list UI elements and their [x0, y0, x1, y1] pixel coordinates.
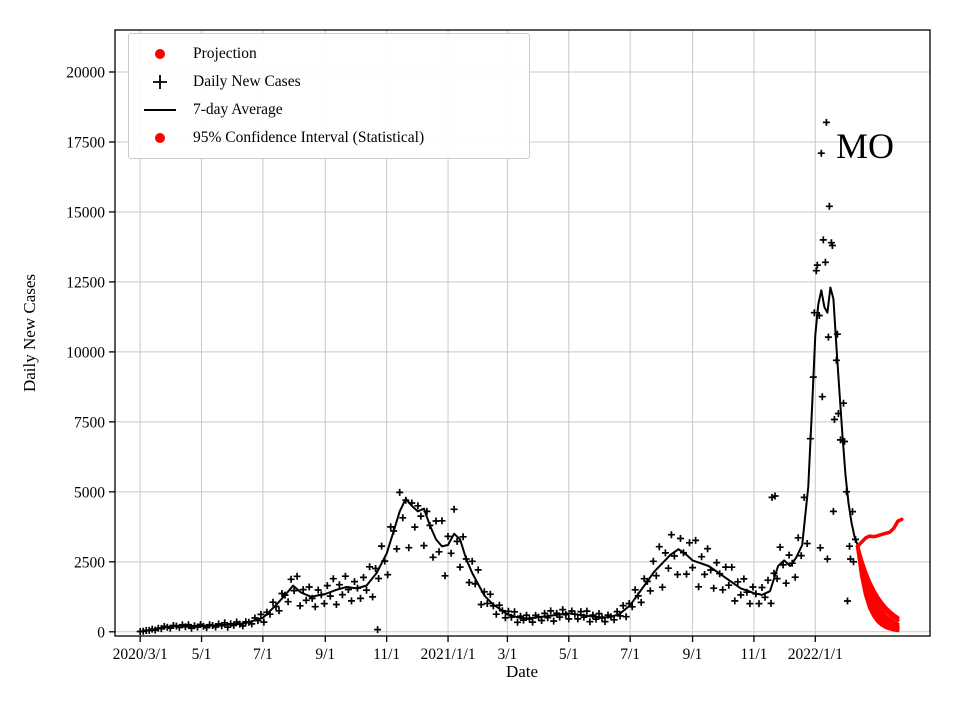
y-tick-label: 12500 — [66, 274, 105, 291]
dot-marker — [137, 49, 183, 59]
y-tick-label: 0 — [97, 624, 105, 641]
legend-item-label: Daily New Cases — [193, 73, 301, 90]
projection-curve — [855, 544, 900, 633]
legend-item: 7-day Average — [137, 98, 517, 122]
x-tick-label: 2022/1/1 — [788, 646, 843, 663]
line-marker-icon — [144, 109, 176, 111]
y-tick-label: 20000 — [66, 64, 105, 81]
y-tick-label: 10000 — [66, 344, 105, 361]
x-tick-label: 7/1 — [620, 646, 640, 663]
x-tick-label: 5/1 — [192, 646, 212, 663]
axes-frame — [114, 29, 931, 637]
y-tick-label: 2500 — [74, 554, 105, 571]
plus-marker-icon — [153, 75, 167, 89]
legend-item: Projection — [137, 42, 517, 66]
x-tick-label: 2020/3/1 — [113, 646, 168, 663]
y-tick-label: 7500 — [74, 414, 105, 431]
x-tick-label: 11/1 — [373, 646, 400, 663]
dot-marker — [137, 133, 183, 143]
y-tick-label: 5000 — [74, 484, 105, 501]
seven-day-average-line — [140, 286, 859, 633]
legend-item: 95% Confidence Interval (Statistical) — [137, 126, 517, 150]
line-marker — [137, 109, 183, 111]
plus-marker — [137, 73, 183, 91]
x-tick-label: 5/1 — [559, 646, 579, 663]
y-axis-label: Daily New Cases — [20, 273, 39, 393]
x-axis-label: Date — [505, 662, 539, 681]
dot-marker-icon — [155, 49, 165, 59]
state-annotation: MO — [836, 126, 895, 166]
y-tick-label: 15000 — [66, 204, 105, 221]
y-tick-label: 17500 — [66, 134, 105, 151]
x-tick-label: 11/1 — [740, 646, 767, 663]
legend-item-label: 7-day Average — [193, 101, 283, 118]
legend: Projection Daily New Cases 7-day Average 95… — [128, 33, 530, 159]
x-tick-label: 7/1 — [253, 646, 273, 663]
projection-curve — [855, 517, 904, 549]
legend-item-label: 95% Confidence Interval (Statistical) — [193, 129, 425, 146]
x-tick-label: 9/1 — [315, 646, 335, 663]
legend-item-label: Projection — [193, 45, 257, 62]
x-tick-label: 9/1 — [683, 646, 703, 663]
daily-new-cases-markers — [136, 118, 859, 635]
x-tick-label: 3/1 — [498, 646, 518, 663]
x-tick-label: 2021/1/1 — [420, 646, 475, 663]
legend-item: Daily New Cases — [137, 70, 517, 94]
dot-marker-icon — [155, 133, 165, 143]
